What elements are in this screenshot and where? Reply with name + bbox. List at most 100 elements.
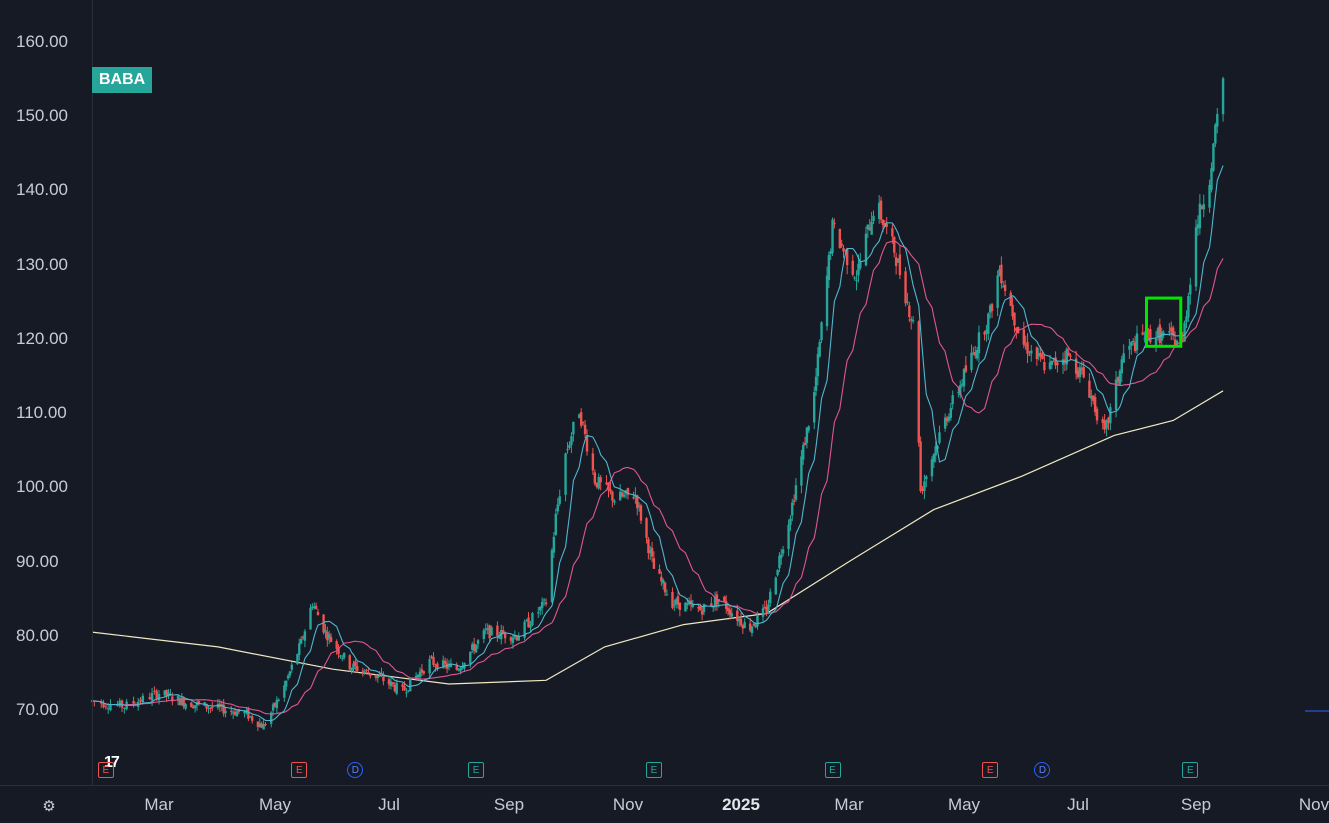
candle-body [192,706,195,709]
candle-body [342,652,346,658]
earnings-marker-icon[interactable]: E [824,762,841,778]
candle-body [409,677,412,692]
candle-body [511,637,515,643]
candle-body [395,683,398,694]
dividend-marker-icon[interactable]: D [347,762,364,778]
candle-body [230,710,233,712]
candle-body [430,656,433,659]
y-tick-label: 80.00 [16,625,59,645]
candle-body [1101,419,1104,423]
candle-body [537,612,540,614]
candle-body [921,488,924,491]
candle-body [857,263,860,276]
candle-body [1122,353,1125,363]
candle-body [842,248,845,252]
candle-body [1054,357,1057,366]
candle-body [1088,380,1091,398]
time-axis[interactable]: ⚙ Mar May Jul Sep Nov 2025 Mar May Jul Sep Nov [0,785,1329,823]
candle-body [665,594,669,596]
candle-body [262,724,265,730]
ma-long-line [91,390,1224,685]
candle-body [1011,304,1014,317]
candle-body [1200,206,1204,209]
candle-body [352,663,355,670]
candle-body [831,219,834,253]
earnings-marker-icon[interactable]: E [97,762,114,778]
candle-body [363,671,366,674]
candle-body [572,421,575,435]
candle-body [193,705,197,709]
candle-body [827,254,831,281]
candle-body [564,453,567,495]
candle-body [222,704,225,714]
candle-body [157,694,161,701]
earnings-marker-icon[interactable]: E [468,762,485,778]
candle-body [859,261,862,269]
candle-body [879,200,883,220]
candle-body [1037,353,1040,356]
candle-body [697,607,700,609]
candle-body [153,690,156,692]
candle-body [1210,168,1213,190]
candle-body [102,702,105,708]
candle-body [1024,344,1027,346]
candle-body [264,723,267,725]
candle-body [1173,339,1177,345]
candle-body [1130,342,1133,347]
earnings-marker-icon[interactable]: E [291,762,308,778]
dividend-marker-icon[interactable]: D [1034,762,1051,778]
candle-body [269,712,273,724]
candle-body [645,518,648,538]
candle-body [660,576,663,582]
gear-icon[interactable]: ⚙ [42,798,56,815]
candle-body [503,632,507,639]
candle-body [851,260,854,275]
candle-body [570,436,573,446]
price-plot[interactable] [0,0,1329,785]
candle-body [434,665,437,667]
candle-body [1022,329,1026,345]
candle-body [844,250,847,252]
candle-body [748,623,752,631]
candle-body [932,454,936,463]
candle-body [1107,417,1110,423]
candle-body [893,237,896,253]
candle-body [974,352,977,356]
candle-body [414,675,418,680]
candle-body [256,721,260,727]
candle-body [983,332,986,335]
candle-body [1030,350,1033,354]
candle-body [484,629,487,631]
candle-body [618,491,622,501]
y-tick-label: 70.00 [16,700,59,719]
candle-body [1065,348,1068,365]
candle-body [525,620,528,622]
candle-body [247,708,250,719]
candle-body [552,536,556,553]
earnings-marker-icon[interactable]: E [1182,762,1199,778]
candle-body [517,636,520,641]
candle-body [1082,367,1085,378]
price-axis[interactable]: 160.00 150.00 140.00 130.00 120.00 110.00 100.… [0,0,93,785]
candle-body [904,271,907,304]
candle-body [224,710,227,713]
candle-body [739,618,743,626]
candle-body [558,496,561,504]
candle-body [756,614,759,627]
candle-body [1063,359,1067,363]
earnings-marker-icon[interactable]: E [645,762,662,778]
candle-body [197,701,201,704]
candle-body [457,669,460,671]
candle-body [422,671,426,674]
candle-body [509,637,513,641]
earnings-marker-icon[interactable]: E [982,762,999,778]
candle-body [469,651,472,664]
candle-body [527,617,530,628]
candle-body [691,604,695,607]
candle-body [1002,286,1005,288]
candle-body [190,702,193,708]
candle-body [515,636,519,641]
x-tick-label: Jul [378,795,400,814]
x-tick-label: Sep [1180,795,1212,814]
candle-body [794,485,798,500]
